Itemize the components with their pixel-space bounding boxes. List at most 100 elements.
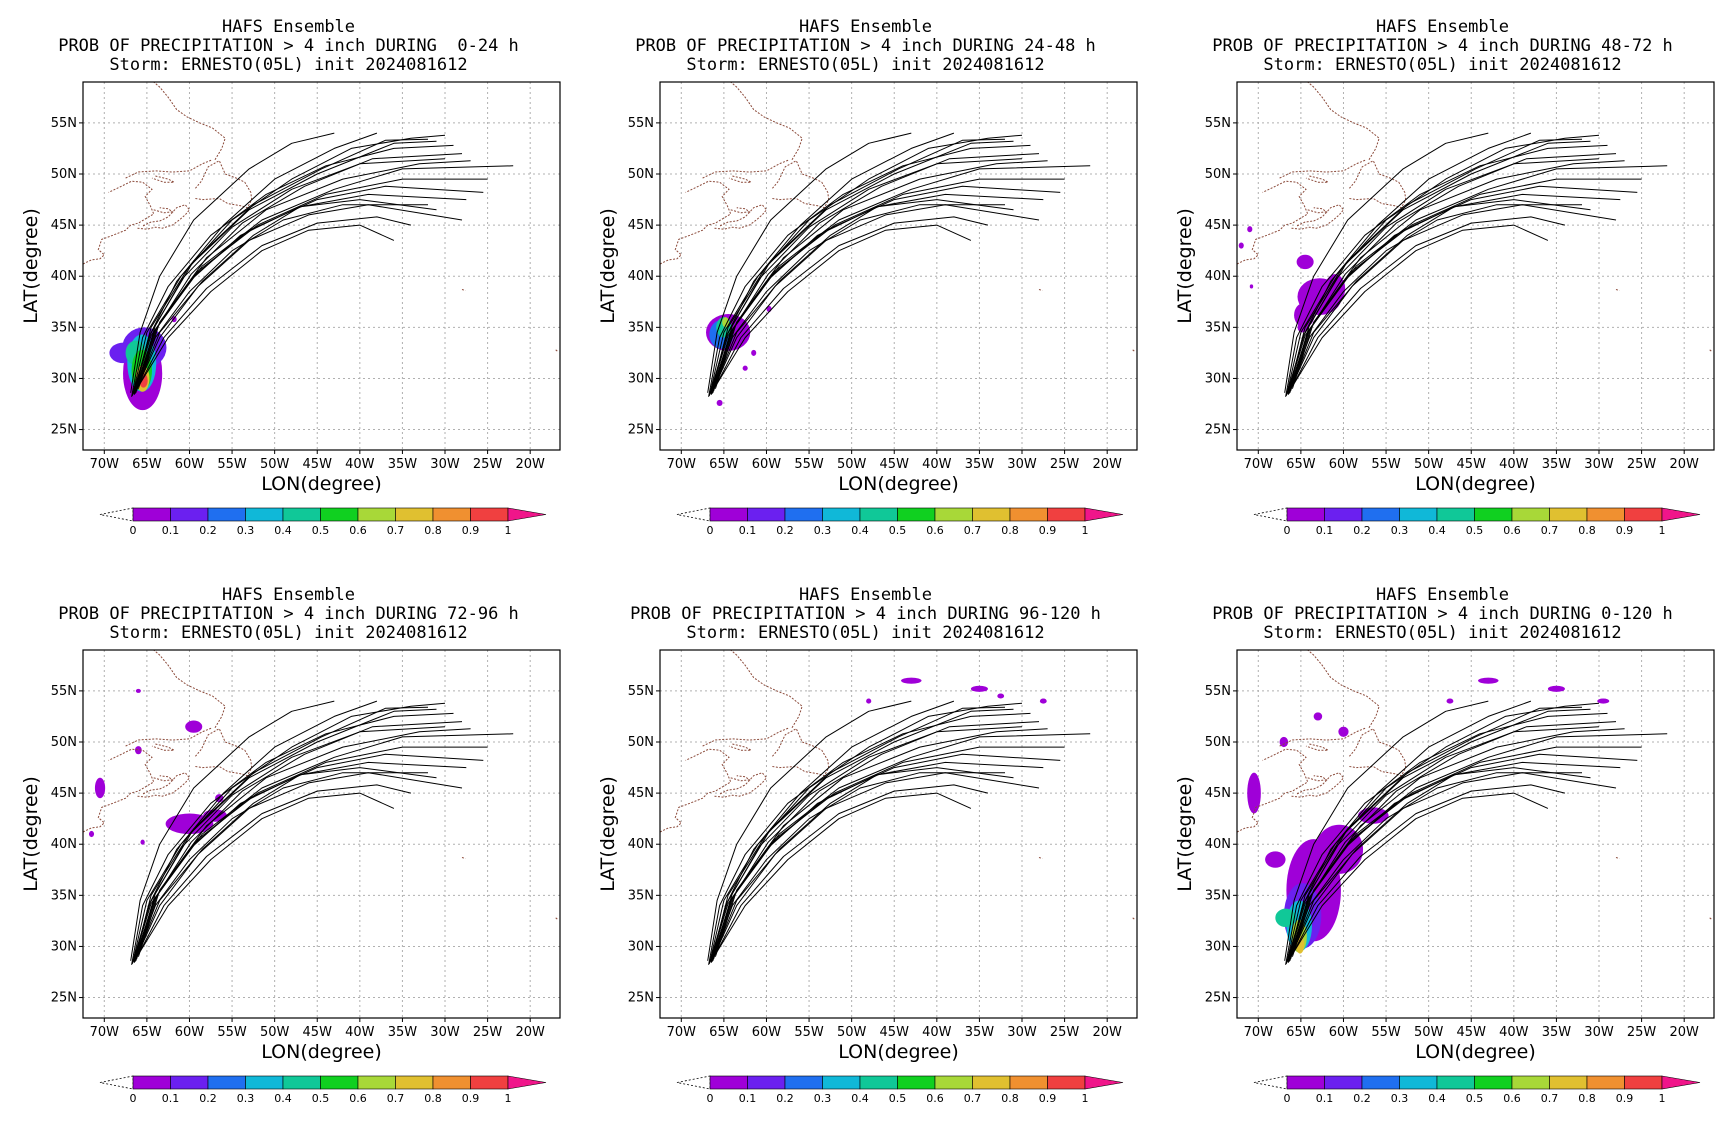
colorbar-bin: [1009, 507, 1048, 522]
ensemble-track: [716, 792, 972, 952]
colorbar-below-triangle: [676, 1075, 711, 1090]
colorbar-label: 0.7: [387, 1092, 405, 1105]
coastline: [153, 775, 174, 782]
panel-title-line-2: PROB OF PRECIPITATION > 4 inch DURING 24…: [635, 36, 1096, 56]
x-axis-label: LON(degree): [261, 1041, 382, 1063]
coastline: [555, 349, 559, 353]
x-tick-label: 60W: [1329, 457, 1359, 472]
map-panel-5: HAFS Ensemble PROB OF PRECIPITATION > 4 i…: [577, 568, 1154, 1136]
ensemble-track: [1286, 193, 1621, 394]
y-axis-label: LAT(degree): [597, 776, 619, 892]
colorbar-bin: [972, 1075, 1011, 1090]
colorbar-label: 0.3: [1391, 524, 1409, 537]
ensemble-track: [133, 726, 446, 958]
ensemble-track: [134, 700, 378, 960]
ensemble-track: [1289, 721, 1617, 956]
panel-title-line-2: PROB OF PRECIPITATION > 4 inch DURING 0-…: [58, 36, 519, 56]
precip-prob-area: [1547, 685, 1565, 692]
y-tick-label: 40N: [1205, 837, 1231, 852]
x-tick-label: 50W: [1414, 457, 1444, 472]
colorbar-label: 0.6: [1503, 1092, 1521, 1105]
x-tick-label: 50W: [260, 1025, 290, 1040]
ensemble-track: [139, 792, 395, 952]
y-tick-label: 30N: [51, 371, 77, 386]
y-tick-label: 25N: [51, 991, 77, 1006]
colorbar-label: 0.8: [424, 524, 442, 537]
colorbar-label: 0: [130, 1092, 137, 1105]
ensemble-track: [714, 728, 1048, 957]
plot-frame: [82, 649, 561, 1019]
colorbar-bin: [320, 1075, 359, 1090]
y-tick-label: 35N: [51, 320, 77, 335]
colorbar-bin: [822, 507, 861, 522]
coastline: [728, 743, 752, 751]
x-tick-label: 40W: [922, 457, 952, 472]
x-tick-label: 30W: [1584, 457, 1614, 472]
panel-title-line-2: PROB OF PRECIPITATION > 4 inch DURING 48…: [1212, 36, 1673, 56]
ensemble-track: [1284, 132, 1489, 393]
precip-prob-area: [1597, 698, 1610, 704]
colorbar-label: 0: [707, 1092, 714, 1105]
y-tick-label: 55N: [51, 116, 77, 131]
ensemble-track: [137, 784, 412, 955]
precip-prob-area: [1296, 254, 1314, 270]
map-plot: 70W 65W 60W 55W 50W 45W 40W 35W 30W 25W 20W 25N 30N 3…: [1174, 649, 1715, 1105]
x-tick-label: 65W: [132, 1025, 162, 1040]
colorbar-label: 0.3: [814, 524, 832, 537]
precip-prob-area: [135, 688, 141, 693]
precip-prob-area: [1249, 284, 1254, 289]
colorbar-label: 0: [707, 524, 714, 537]
colorbar-bin: [395, 1075, 434, 1090]
colorbar-label: 0.4: [1428, 1092, 1446, 1105]
coastline: [1615, 857, 1620, 859]
ensemble-track: [710, 726, 1023, 958]
panel-title-line-3: Storm: ERNESTO(05L) init 2024081612: [686, 623, 1045, 643]
colorbar-label: 0.2: [776, 524, 794, 537]
coastline: [153, 207, 174, 214]
panel-title-line-2: PROB OF PRECIPITATION > 4 inch DURING 72…: [58, 604, 519, 624]
colorbar-label: 0.1: [739, 524, 757, 537]
ensemble-track: [708, 134, 1023, 396]
colorbar-label: 1: [1082, 1092, 1089, 1105]
ensemble-track: [130, 700, 335, 961]
x-tick-label: 55W: [217, 1025, 247, 1040]
y-tick-label: 25N: [1205, 423, 1231, 438]
x-tick-label: 30W: [1584, 1025, 1614, 1040]
y-tick-label: 30N: [628, 371, 654, 386]
colorbar-label: 0.7: [964, 1092, 982, 1105]
colorbar-label: 0.5: [312, 1092, 330, 1105]
ensemble-track: [714, 216, 989, 387]
x-tick-label: 20W: [1092, 457, 1122, 472]
colorbar-label: 0.2: [1353, 1092, 1371, 1105]
colorbar-bin: [934, 507, 973, 522]
precip-prob-area: [1247, 772, 1261, 814]
panel-title-line-3: Storm: ERNESTO(05L) init 2024081612: [1263, 623, 1622, 643]
x-tick-label: 55W: [1371, 457, 1401, 472]
ensemble-track: [711, 132, 955, 392]
ensemble-track: [1290, 138, 1583, 391]
coastline: [714, 204, 768, 230]
y-axis-label: LAT(degree): [597, 208, 619, 324]
colorbar-bin: [1549, 507, 1588, 522]
colorbar-bin: [1047, 507, 1086, 522]
y-tick-label: 55N: [628, 116, 654, 131]
colorbar-bin: [1586, 1075, 1625, 1090]
coastline: [771, 159, 830, 209]
colorbar-label: 1: [1082, 524, 1089, 537]
colorbar-above-triangle: [1661, 1075, 1701, 1090]
colorbar-bin: [859, 507, 898, 522]
colorbar-above-triangle: [507, 1075, 547, 1090]
ensemble-track: [1288, 132, 1532, 392]
ensemble-track: [131, 702, 446, 964]
x-tick-label: 25W: [1050, 457, 1080, 472]
ensemble-track: [712, 153, 1040, 388]
ensemble-track: [133, 753, 484, 963]
x-tick-label: 70W: [90, 457, 120, 472]
colorbar-below-triangle: [99, 1075, 134, 1090]
y-tick-label: 55N: [628, 684, 654, 699]
x-tick-label: 30W: [430, 1025, 460, 1040]
y-axis-label: LAT(degree): [20, 208, 42, 324]
ensemble-track: [1291, 216, 1566, 387]
ensemble-track: [133, 185, 484, 395]
